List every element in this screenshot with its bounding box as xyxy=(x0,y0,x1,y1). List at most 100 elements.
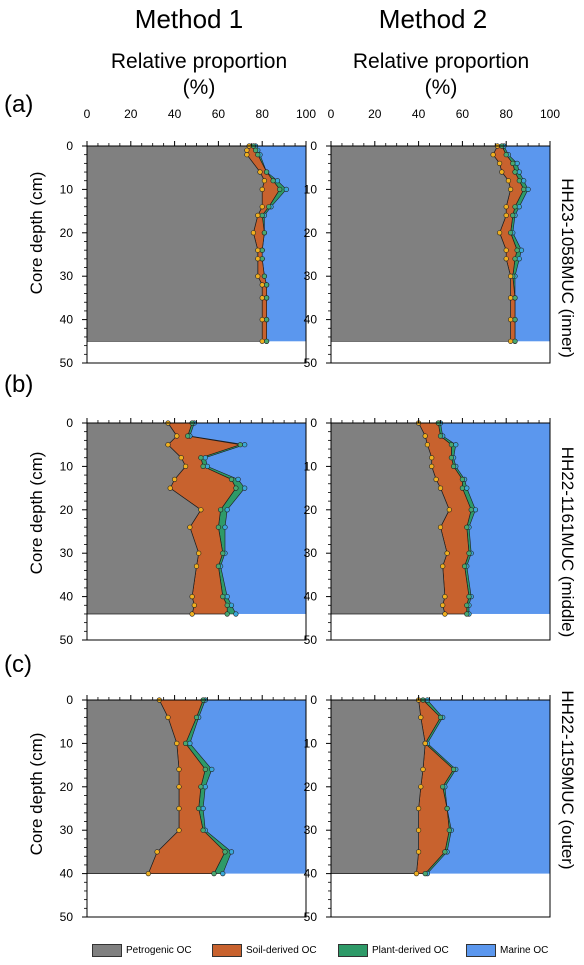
y-tick-label-p1-m2: 40 xyxy=(304,313,318,327)
x-tick-label-p1-m2: 60 xyxy=(456,107,470,121)
legend-item-soil: Soil-derived OC xyxy=(212,944,317,957)
y-tick-label-p1-m2: 30 xyxy=(304,269,318,283)
petrogenic-p2-m1-point xyxy=(196,550,202,556)
method-1-header: Method 1 xyxy=(135,4,243,34)
method-2-header: Method 2 xyxy=(379,4,487,34)
soil-p3-m1-point xyxy=(211,870,217,877)
y-tick-label-p1-m1: 20 xyxy=(60,226,74,240)
legend-swatch-marine xyxy=(466,944,496,957)
soil-p3-m1-point xyxy=(183,740,189,747)
petrogenic-p2-m1-point xyxy=(183,463,189,470)
petrogenic-p3-m1-point xyxy=(174,740,180,747)
soil-p1-m2-point xyxy=(512,338,518,344)
y-tick-label-p1-m1: 10 xyxy=(60,182,74,196)
soil-p2-m1-point xyxy=(218,507,224,513)
soil-p3-m2-point xyxy=(442,849,448,855)
legend-label-plant: Plant-derived OC xyxy=(372,945,449,956)
petrogenic-p2-m2-point xyxy=(437,524,444,530)
petrogenic-p3-m1-point xyxy=(176,827,182,833)
x-tick-label-p1-m2: 0 xyxy=(328,107,335,121)
y-axis-label-b: Core depth (cm) xyxy=(27,452,46,575)
soil-p2-m1-point xyxy=(233,485,239,491)
petrogenic-p2-m1-point xyxy=(189,593,195,600)
petrogenic-p1-m1-point xyxy=(259,282,265,288)
core-label-c: HH22-1159MUC (outer) xyxy=(558,690,577,869)
petrogenic-p3-m2-point xyxy=(422,740,428,747)
soil-p2-m2-point xyxy=(466,550,472,556)
plant-p3-m1-point xyxy=(202,784,208,790)
y-tick-label-p1-m2: 50 xyxy=(304,356,318,370)
soil-p1-m1-point xyxy=(259,256,265,262)
y-tick-label-p2-m1: 30 xyxy=(60,546,74,560)
petrogenic-p2-m2-point xyxy=(429,455,435,461)
soil-p3-m2-point xyxy=(444,805,450,812)
petrogenic-p3-m1-point xyxy=(176,784,182,790)
core-label-b: HH22-1161MUC (middle) xyxy=(558,447,577,638)
petrogenic-area-p1-m2 xyxy=(330,145,511,342)
plant-p2-m2-point xyxy=(464,485,470,491)
soil-p2-m2-point xyxy=(459,476,466,483)
soil-p2-m1-point xyxy=(228,476,235,483)
y-tick-label-p2-m2: 50 xyxy=(304,633,318,647)
plant-p2-m2-point xyxy=(453,442,459,448)
plant-p2-m1-point xyxy=(235,476,241,483)
x-tick-label-p1-m1: 60 xyxy=(212,107,226,121)
x-tick-label-p1-m1: 100 xyxy=(296,107,316,121)
x-tick-label-p1-m1: 40 xyxy=(168,107,182,121)
y-tick-label-p2-m1: 40 xyxy=(60,590,74,604)
soil-p1-m2-point xyxy=(512,169,518,175)
plant-p1-m1-point xyxy=(283,186,289,192)
petrogenic-area-p3-m2 xyxy=(330,699,426,874)
plant-p1-m1-point xyxy=(274,178,281,184)
petrogenic-p2-m2-point xyxy=(437,485,444,491)
legend-label-marine: Marine OC xyxy=(500,945,549,956)
y-tick-label-p3-m1: 20 xyxy=(60,780,74,794)
plant-p3-m1-point xyxy=(228,849,235,855)
petrogenic-p3-m2-point xyxy=(418,784,424,790)
legend-label-petrogenic: Petrogenic OC xyxy=(126,945,192,956)
soil-p1-m1-point xyxy=(253,147,259,153)
plant-p1-m2-point xyxy=(521,178,527,184)
soil-p1-m1-point xyxy=(264,169,270,175)
y-tick-label-p2-m1: 50 xyxy=(60,633,74,647)
petrogenic-p1-m2-point xyxy=(508,273,514,279)
plant-p1-m2-point xyxy=(525,186,531,192)
petrogenic-p2-m2-point xyxy=(424,442,431,448)
petrogenic-p3-m2-point xyxy=(418,714,424,721)
soil-p2-m1-point xyxy=(220,550,226,556)
petrogenic-p1-m1-point xyxy=(250,230,256,236)
petrogenic-p1-m1-point xyxy=(259,186,265,192)
x-tick-label-p1-m1: 0 xyxy=(84,107,91,121)
plant-p2-m1-point xyxy=(233,611,239,617)
plant-p2-m2-point xyxy=(472,507,479,513)
petrogenic-p2-m1-point xyxy=(191,602,197,608)
petrogenic-p1-m2-point xyxy=(508,186,514,192)
soil-p2-m1-point xyxy=(224,611,230,617)
y-tick-label-p3-m1: 50 xyxy=(60,910,74,924)
panel-label-b: (b) xyxy=(4,371,33,398)
y-tick-label-p3-m1: 10 xyxy=(60,736,74,750)
petrogenic-p2-m1-point xyxy=(167,485,173,491)
soil-p3-m2-point xyxy=(451,766,457,773)
x-tick-label-p1-m1: 80 xyxy=(256,107,270,121)
y-tick-label-p2-m2: 20 xyxy=(304,503,318,517)
soil-p2-m2-point xyxy=(466,593,472,600)
plant-p3-m1-point xyxy=(187,740,193,747)
plant-p2-m1-point xyxy=(224,507,230,513)
soil-p1-m1-point xyxy=(259,212,265,218)
y-tick-label-p2-m1: 0 xyxy=(66,416,73,430)
x-tick-label-p1-m2: 80 xyxy=(500,107,514,121)
soil-p1-m2-point xyxy=(512,204,518,210)
petrogenic-p2-m1-point xyxy=(174,433,180,439)
soil-p3-m1-point xyxy=(193,714,200,721)
petrogenic-p3-m2-point xyxy=(416,827,422,833)
legend-item-marine: Marine OC xyxy=(466,944,548,957)
petrogenic-p1-m2-point xyxy=(499,169,505,175)
x-tick-label-p1-m2: 40 xyxy=(412,107,426,121)
plant-p1-m2-point xyxy=(516,256,522,262)
petrogenic-p1-m1-point xyxy=(257,169,263,175)
soil-p3-m2-point xyxy=(440,784,446,790)
petrogenic-p2-m2-point xyxy=(433,476,439,483)
soil-p2-m2-point xyxy=(437,433,444,439)
